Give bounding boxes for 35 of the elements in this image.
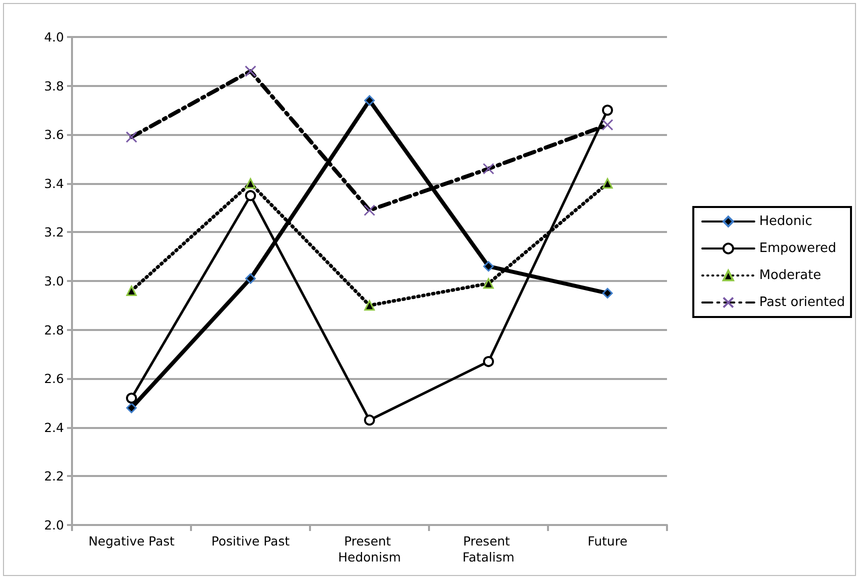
point (602, 104, 613, 116)
point (126, 392, 137, 404)
y-tick-label: 3.8 (44, 78, 64, 94)
point (602, 178, 613, 189)
y-tick-label: 2.6 (44, 371, 64, 386)
point (483, 261, 494, 272)
y-tick-label: 3.6 (44, 127, 64, 142)
point (364, 300, 375, 311)
point (483, 356, 494, 368)
y-tick-label: 3.2 (44, 224, 64, 240)
y-tick-label: 3.0 (44, 274, 64, 288)
legend-label: Hedonic (759, 214, 812, 229)
y-tick-label: 2.0 (44, 518, 64, 532)
point (364, 414, 375, 426)
point (602, 288, 613, 298)
point (483, 278, 494, 289)
point (126, 286, 137, 296)
x-tick-label: Negative Past (88, 534, 175, 548)
legend-label: Past oriented (759, 295, 845, 310)
point (364, 95, 375, 106)
point (245, 273, 256, 284)
y-tick-label: 2.4 (44, 420, 64, 435)
point (245, 190, 256, 202)
x-tick-label: Present Hedonism (338, 534, 401, 564)
x-tick-label: Future (588, 534, 628, 548)
point (126, 402, 137, 414)
y-tick-label: 2.8 (44, 322, 64, 338)
y-tick-label: 2.2 (44, 468, 64, 484)
legend-label: Moderate (759, 268, 822, 283)
legend-label: Empowered (759, 241, 836, 256)
point (245, 178, 256, 189)
x-tick-label: Present Fatalism (462, 534, 514, 564)
y-tick-label: 4.0 (44, 30, 64, 44)
y-tick-label: 3.4 (44, 176, 64, 191)
x-tick-label: Positive Past (211, 534, 290, 548)
